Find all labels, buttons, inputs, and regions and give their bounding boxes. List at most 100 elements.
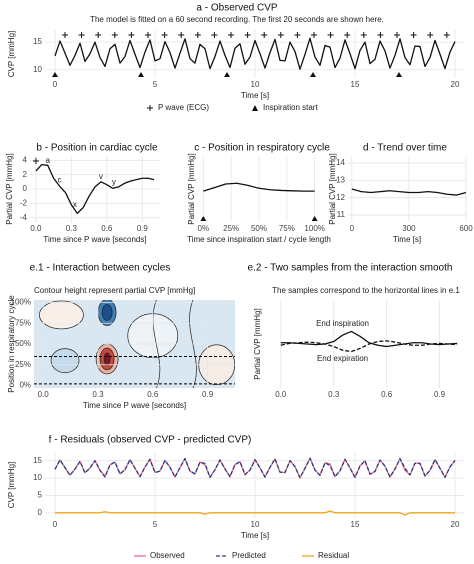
panel-title: d - Trend over time [363, 143, 447, 154]
series-line [280, 340, 458, 353]
panel-title: f - Residuals (observed CVP - predicted … [49, 435, 252, 446]
series-label: End inspiration [316, 319, 369, 328]
panel-subtitle: The model is fitted on a 60 second recor… [90, 15, 384, 24]
p-wave-marker [327, 32, 334, 38]
x-axis-label: Time since P wave [seconds] [43, 235, 146, 244]
y-axis-label: Partial CVP [mmHg] [187, 153, 196, 224]
y-tick-label: 50% [15, 339, 31, 348]
p-wave-marker [427, 32, 434, 38]
y-tick-label: 0 [38, 508, 43, 517]
series-line [55, 510, 455, 516]
x-tick-label: 25% [223, 224, 239, 233]
panel-title: e.1 - Interaction between cycles [30, 263, 171, 274]
x-tick-label: 5 [153, 80, 158, 89]
inspiration-marker [310, 72, 316, 77]
x-tick-label: 20 [451, 80, 460, 89]
p-wave-marker [194, 32, 201, 38]
y-axis-label: Partial CVP [mmHg] [328, 153, 337, 224]
p-wave-marker [95, 32, 102, 38]
y-tick-label: -2 [20, 198, 28, 207]
wave-annotation: c [58, 176, 62, 185]
p-wave-marker [32, 158, 39, 164]
x-tick-label: 0 [53, 80, 58, 89]
y-axis-label: Position in respiratory cycle [7, 295, 16, 393]
series-line [203, 182, 315, 192]
y-tick-label: 75% [15, 318, 31, 327]
inspiration-marker [52, 72, 58, 77]
y-tick-label: 10 [33, 65, 42, 74]
y-tick-label: 25% [15, 360, 31, 369]
p-wave-marker [394, 32, 400, 38]
x-tick-label: 75% [279, 224, 295, 233]
x-tick-label: 0 [53, 520, 58, 529]
x-tick-label: 0.3 [328, 390, 340, 399]
y-tick-label: 5 [38, 491, 43, 500]
p-wave-marker [277, 32, 284, 38]
panel-title: e.2 - Two samples from the interaction s… [248, 263, 453, 274]
x-axis-label: Time [s] [241, 91, 269, 100]
x-tick-label: 300 [402, 224, 416, 233]
legend-label: P wave (ECG) [158, 103, 209, 112]
legend-symbol [147, 105, 153, 111]
p-wave-marker [261, 32, 268, 38]
x-tick-label: 0.6 [101, 224, 113, 233]
series-line [54, 37, 456, 70]
p-wave-marker [78, 32, 85, 38]
p-wave-marker [311, 32, 317, 38]
x-tick-label: 0.9 [434, 390, 446, 399]
p-wave-marker [161, 32, 168, 38]
wave-annotation: a [46, 156, 51, 165]
x-tick-label: 15 [351, 520, 360, 529]
p-wave-marker [377, 32, 384, 38]
x-tick-label: 0.0 [38, 390, 50, 399]
y-tick-label: 11 [337, 210, 346, 219]
x-tick-label: 0.3 [66, 224, 78, 233]
x-tick-label: 15 [351, 80, 360, 89]
series-line [35, 163, 155, 215]
x-tick-label: 0.6 [381, 390, 393, 399]
y-tick-label: 14 [336, 158, 345, 167]
p-wave-marker [211, 32, 218, 38]
inspiration-marker [396, 72, 402, 77]
panel-subtitle: Contour height represent partial CVP [mm… [34, 286, 195, 295]
legend-label: Residual [318, 551, 349, 560]
series-line [280, 330, 458, 348]
y-axis-label: Partial CVP [mmHg] [253, 308, 262, 379]
contour-line [152, 300, 161, 388]
legend-label: Observed [150, 551, 185, 560]
wave-annotation: y [112, 178, 116, 187]
x-axis-label: Time since P wave [seconds] [83, 401, 186, 410]
y-tick-label: 12 [336, 193, 345, 202]
inspiration-marker [138, 72, 144, 77]
y-tick-label: 13 [336, 175, 345, 184]
y-axis-label: Partial CVP [mmHg] [5, 153, 14, 224]
y-axis-label: CVP [mmHg] [7, 462, 16, 509]
panel-subtitle: The samples correspond to the horizontal… [272, 286, 460, 295]
contour-region [39, 300, 84, 330]
p-wave-marker [111, 32, 118, 38]
inspiration-marker [200, 216, 207, 221]
panel-title: a - Observed CVP [196, 3, 277, 14]
p-wave-marker [128, 32, 135, 38]
x-tick-label: 0.3 [92, 390, 104, 399]
y-axis-label: CVP [mmHg] [7, 31, 16, 78]
legend-symbol [252, 105, 258, 111]
inspiration-marker [224, 72, 230, 77]
x-axis-label: Time [s] [393, 235, 421, 244]
y-tick-label: 15 [33, 37, 42, 46]
x-axis-label: Time since inspiration start / cycle len… [187, 235, 331, 244]
x-tick-label: 20 [451, 520, 460, 529]
x-tick-label: 100% [304, 224, 324, 233]
panel-title: c - Position in respiratory cycle [194, 143, 330, 154]
p-wave-marker [178, 32, 185, 38]
x-axis-label: Time [s] [241, 531, 269, 540]
wave-annotation: x [73, 200, 77, 209]
y-tick-label: 4 [23, 155, 28, 164]
x-tick-label: 50% [251, 224, 267, 233]
wave-annotation: v [99, 172, 103, 181]
series-label: End expiration [317, 354, 368, 363]
p-wave-marker [294, 32, 301, 38]
inspiration-marker [311, 216, 318, 221]
x-tick-label: 0.0 [30, 224, 42, 233]
x-tick-label: 0.9 [202, 390, 214, 399]
